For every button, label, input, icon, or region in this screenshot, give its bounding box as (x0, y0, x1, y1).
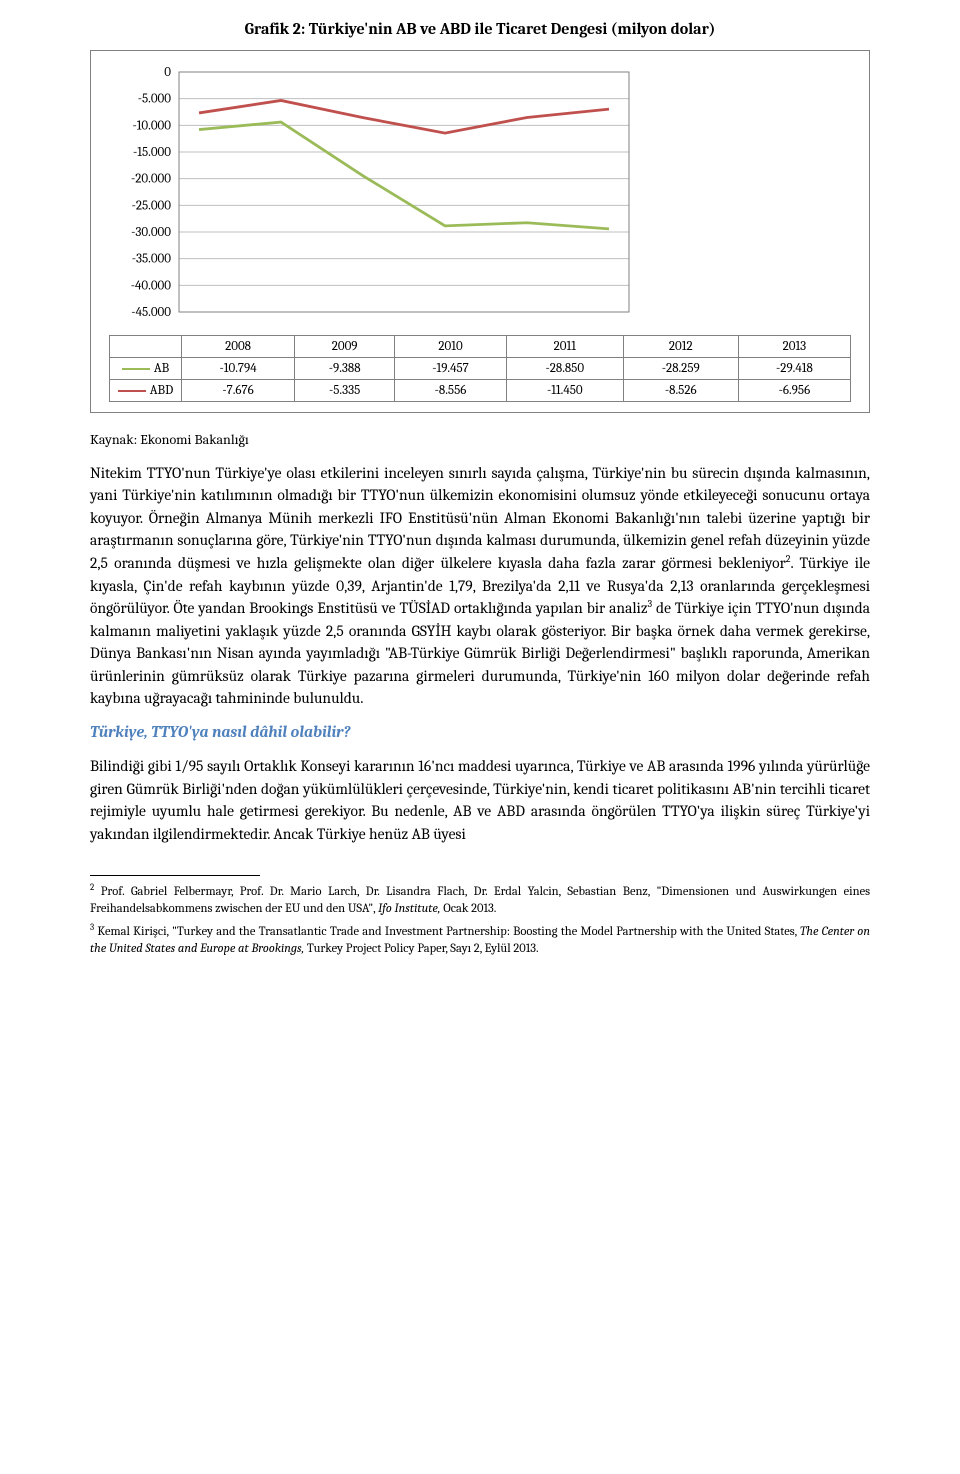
table-header-year: 2013 (738, 336, 850, 358)
table-header-year: 2011 (506, 336, 623, 358)
chart-source: Kaynak: Ekonomi Bakanlığı (90, 431, 870, 448)
svg-text:-30.000: -30.000 (131, 225, 171, 240)
svg-text:-35.000: -35.000 (132, 252, 172, 267)
chart-title: Grafik 2: Türkiye'nin AB ve ABD ile Tica… (90, 20, 870, 38)
footnote-2-tail: Ocak 2013. (440, 902, 496, 916)
paragraph-1: Nitekim TTYO'nun Türkiye'ye olası etkile… (90, 462, 870, 709)
table-cell: -9.388 (295, 358, 395, 380)
chart-data-table: 200820092010201120122013AB-10.794-9.388-… (109, 335, 851, 402)
svg-text:-15.000: -15.000 (133, 145, 171, 160)
line-chart: 0 -5.000 -10.000 -15.000 -20.000 -25.000 -30.0… (109, 67, 649, 327)
table-cell: -28.259 (623, 358, 738, 380)
svg-text:-20.000: -20.000 (131, 172, 171, 187)
legend-cell: AB (110, 358, 182, 380)
svg-text:-10.000: -10.000 (132, 118, 171, 133)
footnote-3-text: Kemal Kirişci, "Turkey and the Transatla… (94, 925, 800, 939)
chart-container: 0 -5.000 -10.000 -15.000 -20.000 -25.000 -30.0… (90, 50, 870, 413)
footnote-3-tail: Turkey Project Policy Paper, Sayı 2, Eyl… (304, 942, 538, 956)
table-cell: -7.676 (182, 380, 295, 402)
legend-swatch (118, 390, 146, 393)
footnote-3: 3 Kemal Kirişci, "Turkey and the Transat… (90, 922, 870, 958)
table-header-year: 2008 (182, 336, 295, 358)
legend-label: ABD (150, 383, 173, 398)
table-header-year: 2012 (623, 336, 738, 358)
table-cell: -11.450 (506, 380, 623, 402)
svg-text:0: 0 (164, 67, 171, 80)
section-heading: Türkiye, TTYO'ya nasıl dâhil olabilir? (90, 723, 870, 741)
table-header-year: 2010 (395, 336, 507, 358)
table-cell: -6.956 (738, 380, 850, 402)
table-cell: -8.556 (395, 380, 507, 402)
paragraph-2: Bilindiği gibi 1/95 sayılı Ortaklık Kons… (90, 755, 870, 845)
footnote-2-source: Ifo Institute, (378, 902, 440, 916)
svg-text:-45.000: -45.000 (131, 305, 171, 320)
legend-label: AB (154, 361, 169, 376)
table-cell: -10.794 (182, 358, 295, 380)
table-cell: -29.418 (738, 358, 850, 380)
footnote-2: 2 Prof. Gabriel Felbermayr, Prof. Dr. Ma… (90, 882, 870, 918)
paragraph-1a-text: Nitekim TTYO'nun Türkiye'ye olası etkile… (90, 464, 870, 572)
svg-text:-40.000: -40.000 (131, 278, 172, 293)
table-header-blank (110, 336, 182, 358)
svg-text:-25.000: -25.000 (132, 198, 172, 213)
table-cell: -5.335 (295, 380, 395, 402)
table-cell: -8.526 (623, 380, 738, 402)
table-cell: -19.457 (395, 358, 507, 380)
legend-cell: ABD (110, 380, 182, 402)
legend-swatch (122, 368, 150, 371)
svg-text:-5.000: -5.000 (138, 92, 172, 107)
footnotes-divider (90, 875, 260, 876)
table-cell: -28.850 (506, 358, 623, 380)
table-header-year: 2009 (295, 336, 395, 358)
